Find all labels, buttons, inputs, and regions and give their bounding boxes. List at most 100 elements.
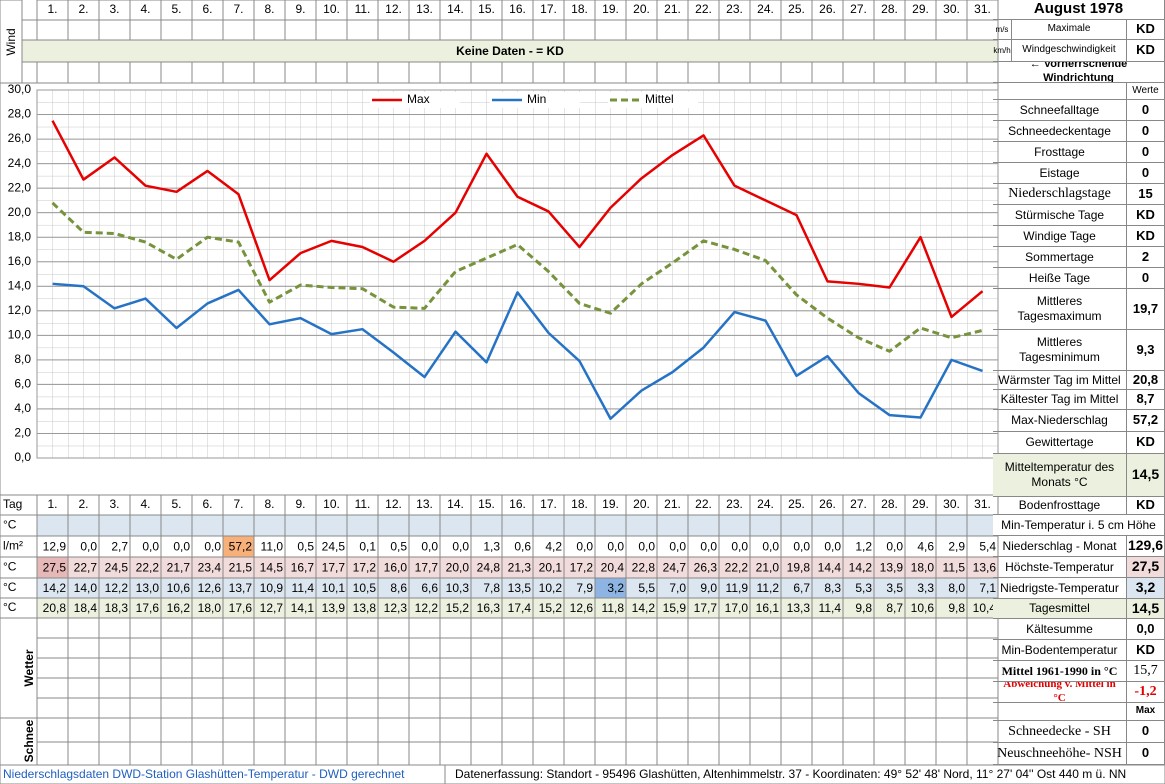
legend-label: Max <box>407 92 430 106</box>
day-header: 20. <box>633 2 650 16</box>
empty-cell <box>129 657 162 679</box>
empty-cell <box>67 717 100 743</box>
cell-value: 0,0 <box>886 540 903 554</box>
cell-value: 22,7 <box>74 561 98 575</box>
empty-cell <box>656 637 689 659</box>
summary-value: 14,5 <box>1127 454 1165 497</box>
empty-cell <box>656 697 689 719</box>
day-header: 30. <box>943 2 960 16</box>
y-tick-label: 16,0 <box>8 254 32 268</box>
day-label: 5. <box>171 497 181 511</box>
cell-value: 7,1 <box>979 581 996 595</box>
data-cell <box>377 514 410 537</box>
empty-cell <box>625 677 658 699</box>
cell-value: 15,2 <box>539 601 563 615</box>
empty-cell <box>780 717 813 743</box>
snow-label-cell <box>0 717 38 766</box>
empty-cell <box>563 741 596 766</box>
summary-label: Kältesumme <box>993 619 1127 640</box>
day-label: 14. <box>447 497 464 511</box>
y-tick-label: 14,0 <box>8 278 32 292</box>
day-label: 1. <box>47 497 57 511</box>
cell-value: 21,5 <box>229 561 253 575</box>
summary-value: -1,2 <box>1127 682 1165 703</box>
cell-value: 3,3 <box>917 581 934 595</box>
unit-label: °C <box>3 560 17 574</box>
summary-value: 2 <box>1127 247 1165 268</box>
cell-value: 10,6 <box>167 581 191 595</box>
cell-value: 20,4 <box>601 561 625 575</box>
cell-value: 14,2 <box>632 601 656 615</box>
empty-cell <box>501 717 534 743</box>
cell-value: 17,7 <box>415 561 439 575</box>
day-label: 23. <box>726 497 743 511</box>
y-tick-label: 6,0 <box>14 377 31 391</box>
summary-label: Bodenfrosttage <box>993 497 1127 515</box>
cell-value: 0,0 <box>793 540 810 554</box>
data-cell <box>67 514 100 537</box>
day-label: 10. <box>323 497 340 511</box>
empty-cell <box>749 657 782 679</box>
cell-value: 0,0 <box>731 540 748 554</box>
empty-cell <box>749 637 782 659</box>
day-header: 1. <box>47 2 57 16</box>
empty-cell <box>408 741 441 766</box>
empty-cell <box>993 83 1127 100</box>
summary-label: Gewittertage <box>993 432 1127 454</box>
cell-value: 16,0 <box>384 561 408 575</box>
empty-cell <box>501 697 534 719</box>
empty-cell <box>346 617 379 639</box>
day-header: 11. <box>355 2 371 16</box>
day-label: 15. <box>478 497 495 511</box>
summary-value: 57,2 <box>1127 410 1165 432</box>
empty-cell <box>346 697 379 719</box>
y-tick-label: 2,0 <box>14 426 31 440</box>
cell-value: 24,8 <box>477 561 501 575</box>
empty-cell <box>470 717 503 743</box>
day-header: 14. <box>447 2 464 16</box>
summary-value: 3,2 <box>1127 578 1165 599</box>
no-data-text: Keine Daten - = KD <box>456 44 564 58</box>
empty-cell <box>993 703 1127 721</box>
empty-cell <box>36 657 69 679</box>
summary-value: 0 <box>1127 163 1165 184</box>
empty-cell <box>160 617 193 639</box>
cell-value: 5,5 <box>638 581 655 595</box>
cell-value: 12,2 <box>415 601 439 615</box>
unit-label: °C <box>3 600 17 614</box>
empty-cell <box>439 741 472 766</box>
data-cell <box>718 514 751 537</box>
day-header: 21. <box>664 2 681 16</box>
empty-cell <box>98 717 131 743</box>
empty-cell <box>594 657 627 679</box>
cell-value: 8,6 <box>390 581 407 595</box>
cell-value: 23,4 <box>198 561 222 575</box>
cell-value: 21,3 <box>508 561 532 575</box>
empty-cell <box>439 697 472 719</box>
empty-cell <box>98 677 131 699</box>
day-label: 13. <box>416 497 433 511</box>
data-cell <box>470 514 503 537</box>
data-cell <box>284 514 317 537</box>
legend-bg <box>490 92 580 108</box>
empty-cell <box>222 717 255 743</box>
summary-value: 20,8 <box>1127 371 1165 390</box>
empty-cell <box>160 637 193 659</box>
empty-cell <box>687 617 720 639</box>
empty-cell <box>253 637 286 659</box>
cell-value: 12,3 <box>384 601 408 615</box>
empty-cell <box>749 697 782 719</box>
empty-cell <box>377 697 410 719</box>
summary-label: Max-Niederschlag <box>993 410 1127 432</box>
day-header: 9. <box>295 2 305 16</box>
cell-value: 13,0 <box>136 581 160 595</box>
day-header: 13. <box>416 2 433 16</box>
empty-cell <box>160 741 193 766</box>
empty-cell <box>532 657 565 679</box>
day-label: 29. <box>912 497 929 511</box>
empty-cell <box>811 741 844 766</box>
day-header: 25. <box>788 2 805 16</box>
day-header: 17. <box>540 2 557 16</box>
empty-cell <box>873 717 906 743</box>
